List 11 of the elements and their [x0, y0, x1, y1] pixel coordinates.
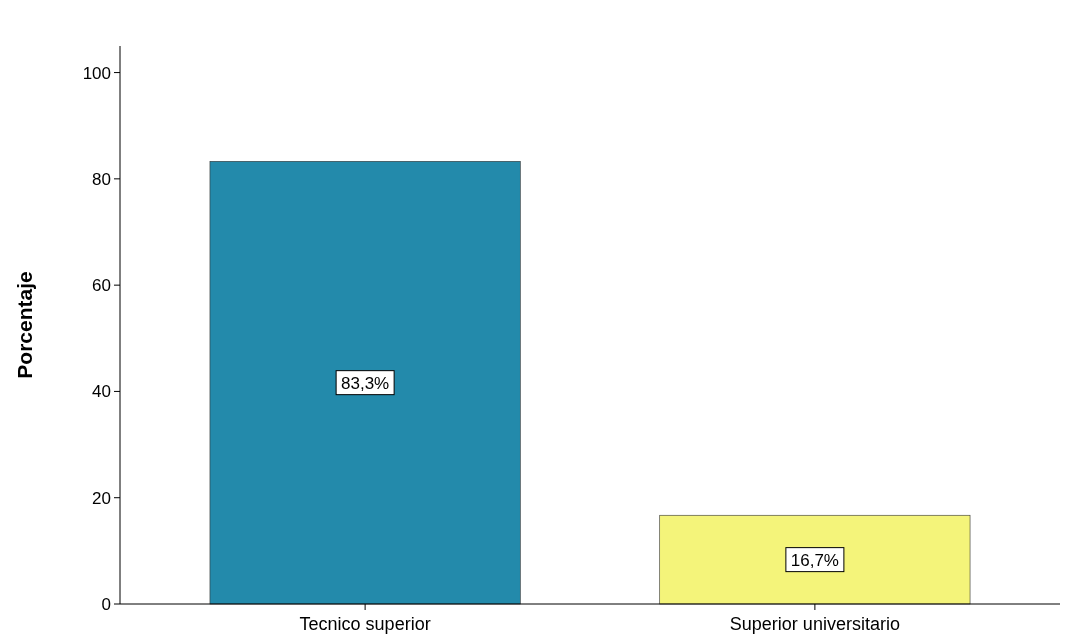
y-tick-label: 60	[92, 276, 111, 296]
x-tick-label: Superior universitario	[729, 614, 900, 634]
y-tick-label: 100	[82, 63, 111, 83]
y-tick-label: 40	[92, 382, 111, 402]
x-tick-label: Tecnico superior	[299, 614, 431, 634]
data-label: 16,7%	[790, 550, 839, 570]
y-tick-label: 20	[92, 488, 111, 508]
data-label: 83,3%	[341, 373, 390, 393]
y-axis-title: Porcentaje	[13, 271, 36, 379]
y-tick-label: 80	[92, 169, 111, 189]
y-tick-label: 0	[101, 595, 111, 614]
